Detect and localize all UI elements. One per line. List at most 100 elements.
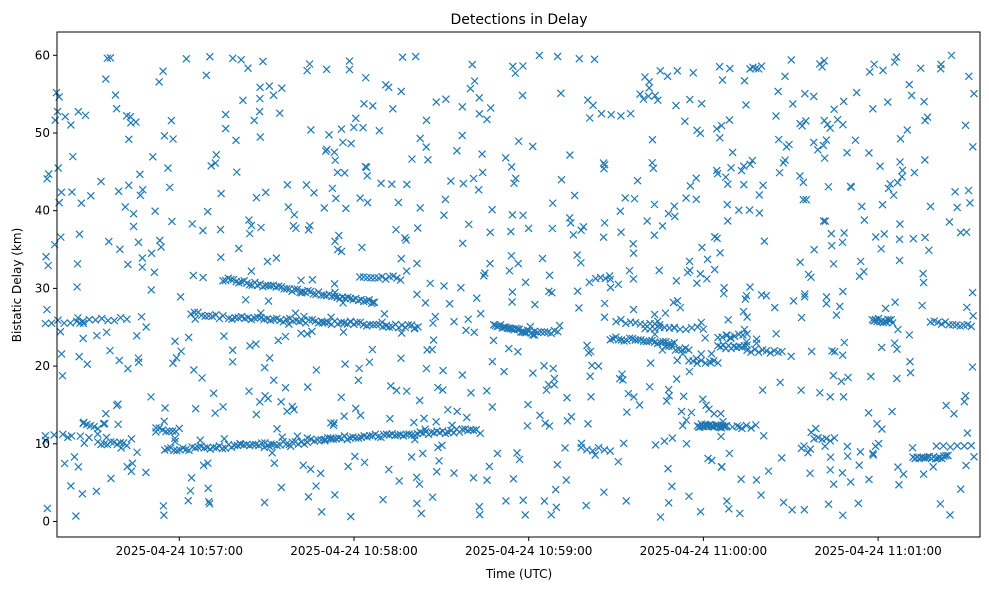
data-point [232, 168, 241, 177]
data-point [662, 397, 671, 405]
data-point [779, 498, 788, 507]
data-point [590, 55, 599, 64]
data-point [573, 251, 582, 259]
data-point [304, 286, 312, 295]
data-point [947, 51, 956, 60]
data-point [864, 148, 873, 157]
data-point [186, 486, 195, 495]
data-point [898, 166, 907, 175]
data-point [305, 60, 314, 68]
data-point [176, 292, 185, 301]
data-point [275, 109, 284, 118]
data-point [822, 136, 831, 144]
data-point [821, 217, 830, 226]
data-point [268, 448, 277, 457]
data-point [866, 372, 875, 381]
data-point [905, 330, 914, 339]
data-point [410, 435, 419, 444]
data-point [407, 453, 416, 461]
data-point [868, 449, 877, 458]
data-point [843, 442, 852, 451]
data-point [384, 83, 393, 92]
data-point [248, 440, 257, 449]
data-point [893, 178, 902, 187]
data-point [679, 392, 688, 401]
x-tick-label: 2025-04-24 10:58:00 [290, 544, 417, 558]
data-point [924, 246, 933, 255]
data-point [804, 448, 812, 457]
data-point [724, 315, 733, 324]
data-point [920, 156, 929, 164]
data-point [594, 443, 603, 452]
data-point [121, 203, 130, 211]
data-point [645, 382, 654, 391]
data-point [921, 233, 929, 242]
data-point [752, 476, 761, 484]
data-point [338, 138, 347, 147]
data-point [74, 107, 83, 116]
data-point [190, 308, 199, 317]
data-point [830, 434, 839, 442]
data-point [617, 228, 625, 237]
data-point [616, 315, 625, 324]
data-point [115, 245, 124, 254]
data-point [482, 386, 491, 395]
data-point [83, 360, 92, 369]
data-point [263, 257, 272, 266]
data-point [394, 198, 403, 207]
data-point [489, 336, 498, 345]
data-point [79, 418, 88, 427]
data-point [735, 422, 744, 431]
data-point [205, 499, 214, 508]
data-point [508, 298, 516, 306]
x-tick-label: 2025-04-24 11:00:00 [640, 544, 767, 558]
data-point [903, 126, 912, 134]
data-point [252, 193, 261, 202]
data-point [656, 513, 665, 521]
data-point [241, 295, 250, 304]
data-point [616, 111, 625, 120]
data-point [389, 272, 398, 281]
data-point [486, 104, 495, 112]
data-point [331, 194, 340, 203]
data-point [750, 345, 759, 354]
data-point [717, 121, 726, 130]
data-point [398, 53, 407, 62]
data-point [85, 315, 94, 324]
data-point [260, 315, 268, 324]
data-point [678, 349, 687, 358]
data-point [653, 96, 662, 105]
data-point [198, 226, 207, 235]
data-point [212, 150, 221, 159]
data-point [392, 274, 401, 283]
data-point [337, 393, 346, 402]
data-point [614, 457, 623, 466]
data-point [677, 407, 686, 416]
y-tick-label: 30 [35, 281, 50, 295]
data-point [855, 461, 864, 470]
data-point [334, 433, 343, 442]
data-point [308, 275, 317, 284]
data-point [513, 347, 522, 356]
data-point [739, 307, 748, 316]
data-point [357, 243, 366, 252]
data-point [785, 140, 793, 149]
data-point [507, 162, 516, 171]
data-point [733, 422, 742, 430]
data-point [366, 320, 374, 329]
data-point [122, 441, 131, 450]
data-point [919, 470, 928, 479]
data-point [284, 203, 293, 212]
data-point [470, 77, 479, 85]
data-point [196, 436, 205, 445]
data-point [347, 139, 356, 148]
data-point [521, 278, 530, 287]
data-point [945, 218, 954, 226]
data-point [420, 414, 428, 423]
data-point [203, 207, 212, 216]
data-point [97, 314, 106, 323]
data-point [277, 397, 286, 406]
data-point [787, 56, 796, 64]
data-point [476, 309, 485, 318]
data-point [99, 419, 108, 428]
